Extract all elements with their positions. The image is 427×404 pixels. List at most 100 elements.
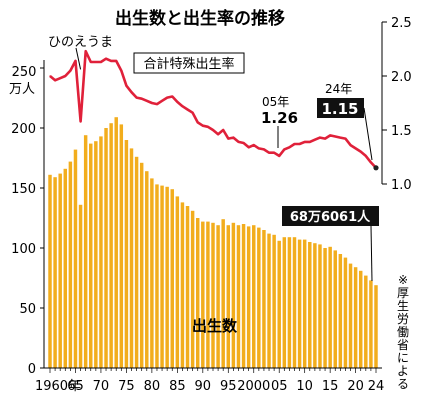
birth-bar: [313, 243, 317, 368]
birth-bar: [89, 143, 93, 368]
fertility-rate-point: [344, 138, 347, 140]
fertility-rate-point: [64, 75, 66, 77]
fertility-rate-point: [100, 61, 102, 63]
birth-bar: [83, 135, 88, 368]
x-axis-tick-label: 10: [296, 379, 313, 394]
x-axis-tick-label: 85: [169, 379, 186, 394]
fertility-rate-point: [166, 97, 168, 99]
birth-bar: [277, 240, 281, 368]
birth-bar: [246, 226, 251, 368]
birth-bar: [226, 225, 231, 368]
birth-bar: [78, 204, 83, 368]
birth-bar: [73, 149, 78, 368]
source-note-char: 労: [397, 312, 409, 326]
fertility-rate-point: [248, 146, 250, 148]
fertility-rate-point: [181, 105, 184, 107]
fertility-rate-point: [263, 148, 265, 151]
fertility-rate-point: [365, 155, 367, 157]
fertility-rate-point: [212, 129, 214, 131]
right-axis-tick-label: 1.5: [391, 124, 412, 139]
fertility-rate-point: [319, 136, 321, 139]
birth-bar: [241, 224, 246, 368]
birth-bar: [175, 196, 180, 368]
leader-2024-births: [370, 225, 373, 282]
birth-bar: [206, 221, 210, 368]
x-axis-tick-label: 05: [271, 379, 288, 394]
fertility-rate-point: [95, 61, 97, 63]
birth-bar: [374, 285, 378, 368]
fertility-rate-point: [237, 141, 240, 143]
right-axis: 1.0 1.5 2.0 2.5: [381, 16, 412, 193]
birth-bar: [231, 222, 236, 368]
x-axis-tick-label: 2000: [237, 379, 270, 394]
x-axis-tick-label: 90: [195, 379, 212, 394]
births-2024-label: 68万6061人: [290, 209, 371, 225]
fertility-rate-point: [304, 141, 306, 143]
birth-bar: [53, 177, 57, 368]
fertility-rate-point: [242, 142, 245, 144]
birth-bar: [68, 161, 73, 368]
birth-bar: [170, 189, 174, 368]
births-series-label: 出生数: [192, 317, 238, 335]
rate-label-box: [133, 52, 245, 74]
rate-2024-box: [317, 98, 364, 118]
fertility-rate-point: [232, 136, 234, 139]
birth-bar: [119, 124, 124, 369]
fertility-rate-point: [186, 108, 189, 111]
birth-bar: [333, 250, 337, 368]
fertility-rate-point: [360, 151, 362, 153]
fertility-rate-point: [90, 61, 92, 63]
fertility-rate-point: [115, 60, 117, 62]
fertility-rate-point: [278, 155, 280, 157]
x-axis-tick-label: 70: [93, 379, 110, 394]
fertility-rate-point: [207, 126, 209, 128]
fertility-rate-point: [59, 77, 61, 79]
birth-bar: [165, 186, 169, 368]
fertility-rate-point: [192, 112, 194, 114]
left-axis-tick-label: 100: [11, 242, 36, 257]
source-note-char: 生: [397, 299, 409, 313]
fertility-rate-point: [324, 138, 326, 140]
birth-bar: [364, 275, 368, 368]
birth-bar: [129, 148, 134, 368]
fertility-rate-point: [355, 147, 357, 149]
fertility-rate-point: [293, 143, 296, 145]
left-axis-tick-label: 150: [11, 182, 36, 197]
fertility-rate-point: [120, 70, 122, 72]
hinoeuma-label: ひのえうま: [48, 35, 113, 50]
chart-title: 出生数と出生率の推移: [115, 8, 285, 29]
birth-bar: [369, 280, 373, 368]
birth-bar: [221, 219, 225, 368]
birth-bar: [262, 230, 266, 368]
left-axis-tick-label: 0: [28, 362, 36, 377]
birth-bar: [63, 168, 68, 368]
birth-bar: [58, 173, 62, 368]
right-axis-tick-label: 2.0: [391, 70, 412, 85]
fertility-rate-point: [54, 79, 56, 81]
fertility-rate-point: [268, 152, 270, 154]
fertility-rate-point: [85, 50, 87, 52]
fertility-rate-point: [105, 58, 107, 60]
fertility-rate-point: [298, 143, 301, 145]
birth-bar: [109, 123, 113, 368]
birth-bar: [114, 117, 118, 368]
fertility-rate-point: [141, 98, 143, 100]
fertility-rate-point: [288, 146, 291, 148]
birth-bar: [104, 128, 108, 368]
birth-bar: [185, 206, 190, 368]
annotations: ひのえうま 合計特殊出生率 05年 1.26 24年 1.15 68万6061人…: [48, 35, 379, 335]
birth-bar: [348, 263, 353, 368]
birth-bar: [318, 244, 322, 368]
birth-bar: [308, 242, 312, 368]
left-axis-tick-label: 50: [19, 302, 36, 317]
x-axis-tick-label: 65: [67, 379, 84, 394]
fertility-rate-point: [314, 139, 316, 141]
fertility-rate-point: [258, 147, 260, 149]
birth-bar: [94, 141, 98, 368]
birth-bar: [343, 257, 348, 368]
source-note-char: ※: [398, 273, 408, 287]
x-axis-tick-label: 20: [347, 379, 364, 394]
